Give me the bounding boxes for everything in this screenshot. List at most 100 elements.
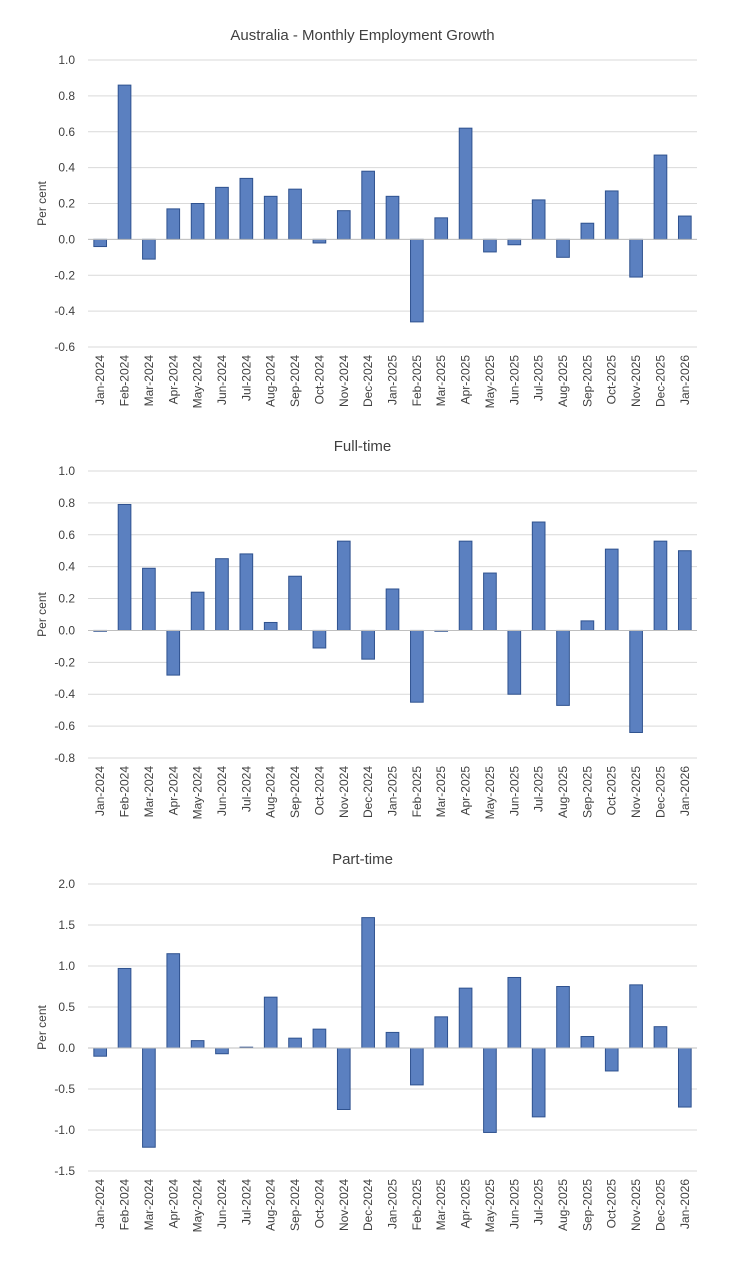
- y-tick-label: 0.4: [58, 560, 75, 574]
- x-tick-label: Nov-2025: [629, 766, 643, 818]
- bar-total-jan-2025: [385, 195, 400, 240]
- bar-fulltime-sep-2025: [580, 620, 595, 631]
- bar-parttime-sep-2024: [288, 1037, 302, 1049]
- x-tick-label: Jul-2025: [532, 766, 546, 812]
- y-tick-label: 2.0: [58, 877, 75, 891]
- y-tick-label: 1.0: [58, 53, 75, 67]
- x-tick-label: Jan-2024: [93, 766, 107, 816]
- x-tick-label: Feb-2025: [410, 1179, 424, 1231]
- bar-fulltime-oct-2025: [604, 548, 619, 631]
- x-tick-label: Apr-2025: [459, 766, 473, 816]
- bar-parttime-jun-2024: [215, 1047, 229, 1055]
- bar-total-nov-2024: [336, 210, 351, 240]
- y-tick-label: -0.4: [54, 304, 75, 318]
- bar-parttime-may-2024: [190, 1040, 205, 1049]
- bar-total-feb-2025: [410, 238, 424, 323]
- x-tick-label: May-2024: [191, 355, 205, 409]
- bar-fulltime-aug-2025: [556, 629, 570, 706]
- bar-fulltime-dec-2024: [361, 629, 375, 660]
- bar-parttime-nov-2025: [629, 984, 643, 1049]
- x-tick-label: Dec-2024: [361, 766, 375, 818]
- bar-fulltime-nov-2024: [336, 540, 351, 631]
- y-tick-label: -0.6: [54, 719, 75, 733]
- x-tick-label: Aug-2024: [264, 1179, 278, 1231]
- chart-title: Full-time: [334, 438, 392, 455]
- x-tick-label: Jul-2024: [239, 1179, 253, 1225]
- bar-total-jul-2024: [239, 177, 254, 240]
- x-tick-label: Sep-2024: [288, 1179, 302, 1231]
- x-tick-label: Apr-2024: [166, 1179, 180, 1229]
- x-tick-label: May-2024: [191, 766, 205, 820]
- x-tick-label: Jun-2025: [507, 355, 521, 405]
- x-tick-label: Aug-2025: [556, 1179, 570, 1231]
- x-tick-label: Apr-2025: [459, 355, 473, 405]
- bar-fulltime-aug-2024: [263, 621, 278, 631]
- y-tick-label: 1.5: [58, 918, 75, 932]
- x-tick-label: Oct-2024: [312, 1179, 326, 1229]
- x-tick-label: Mar-2024: [142, 1179, 156, 1231]
- y-tick-label: 0.2: [58, 592, 75, 606]
- bar-fulltime-may-2025: [483, 572, 497, 631]
- bar-parttime-aug-2025: [556, 986, 570, 1049]
- bar-total-mar-2024: [142, 238, 156, 260]
- bar-total-aug-2025: [556, 238, 570, 258]
- bar-parttime-feb-2025: [410, 1047, 424, 1086]
- x-tick-label: Oct-2025: [605, 355, 619, 405]
- bar-total-jan-2026: [677, 215, 692, 240]
- bar-total-apr-2024: [166, 208, 181, 240]
- bar-fulltime-may-2024: [190, 591, 205, 631]
- bar-parttime-sep-2025: [580, 1036, 595, 1049]
- y-tick-label: 0.4: [58, 161, 75, 175]
- x-tick-label: Feb-2024: [118, 766, 132, 818]
- x-tick-label: Jun-2025: [507, 1179, 521, 1229]
- x-tick-label: Feb-2024: [118, 1179, 132, 1231]
- x-tick-label: Feb-2025: [410, 766, 424, 818]
- y-tick-label: 0.6: [58, 528, 75, 542]
- x-tick-label: Aug-2025: [556, 355, 570, 407]
- x-tick-label: Dec-2025: [653, 355, 667, 407]
- y-tick-label: 0.8: [58, 89, 75, 103]
- y-tick-label: 1.0: [58, 959, 75, 973]
- bar-parttime-oct-2025: [604, 1047, 619, 1072]
- x-tick-label: Jan-2024: [93, 1179, 107, 1229]
- x-tick-label: Jul-2025: [532, 1179, 546, 1225]
- bar-fulltime-jun-2024: [215, 558, 229, 631]
- x-tick-label: Jul-2024: [239, 766, 253, 812]
- chart-title: Part-time: [332, 851, 393, 868]
- bar-parttime-aug-2024: [263, 996, 278, 1049]
- x-tick-label: Mar-2025: [434, 766, 448, 818]
- x-tick-label: Aug-2024: [264, 355, 278, 407]
- bar-total-jan-2024: [93, 238, 108, 248]
- y-tick-label: 1.0: [58, 464, 75, 478]
- bar-total-apr-2025: [458, 127, 473, 240]
- x-tick-label: Jan-2026: [678, 1179, 692, 1229]
- bar-total-aug-2024: [263, 195, 278, 240]
- x-tick-label: Nov-2024: [337, 766, 351, 818]
- x-tick-label: May-2024: [191, 1179, 205, 1233]
- x-tick-label: Apr-2025: [459, 1179, 473, 1229]
- bar-parttime-mar-2024: [142, 1047, 156, 1148]
- x-tick-label: Jun-2024: [215, 355, 229, 405]
- x-tick-label: Oct-2024: [312, 766, 326, 816]
- x-tick-label: Jun-2024: [215, 766, 229, 816]
- bar-total-feb-2024: [117, 84, 132, 240]
- x-tick-label: Jun-2025: [507, 766, 521, 816]
- y-tick-label: -0.2: [54, 268, 75, 282]
- x-tick-label: Nov-2025: [629, 1179, 643, 1231]
- bar-fulltime-nov-2025: [629, 629, 643, 733]
- x-tick-label: Oct-2025: [605, 1179, 619, 1229]
- bar-fulltime-sep-2024: [288, 575, 302, 631]
- x-tick-label: Nov-2024: [337, 1179, 351, 1231]
- bar-parttime-mar-2025: [434, 1016, 449, 1049]
- chart-total-employment: Australia - Monthly Employment Growth Per…: [35, 27, 697, 409]
- x-tick-label: Apr-2024: [166, 766, 180, 816]
- y-axis-label: Per cent: [35, 591, 49, 636]
- x-tick-label: Jan-2026: [678, 766, 692, 816]
- x-tick-label: Jul-2025: [532, 355, 546, 401]
- x-tick-label: May-2025: [483, 355, 497, 409]
- y-tick-label: -0.8: [54, 751, 75, 765]
- y-tick-label: -0.2: [54, 655, 75, 669]
- x-tick-label: Oct-2024: [312, 355, 326, 405]
- bar-total-oct-2024: [312, 238, 327, 244]
- x-tick-label: Dec-2025: [653, 1179, 667, 1231]
